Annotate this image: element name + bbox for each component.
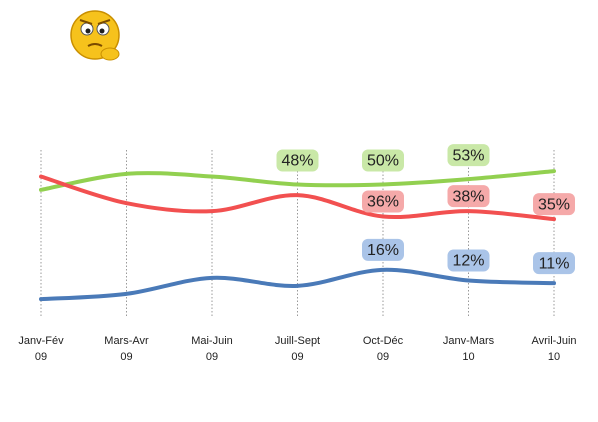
value-label: 53% <box>452 147 484 164</box>
value-label: 38% <box>452 188 484 205</box>
value-label: 12% <box>452 253 484 270</box>
smiley-icon <box>71 11 119 60</box>
value-label: 11% <box>539 255 570 272</box>
value-label: 50% <box>367 153 399 170</box>
chart: Janv-Fév09 Mars-Avr09 Mai-Juin09 Juill-Sept… <box>0 0 598 422</box>
value-label: 35% <box>538 196 570 213</box>
value-label: 36% <box>367 194 399 211</box>
value-label: 16% <box>367 242 399 259</box>
value-label: 48% <box>281 153 313 170</box>
